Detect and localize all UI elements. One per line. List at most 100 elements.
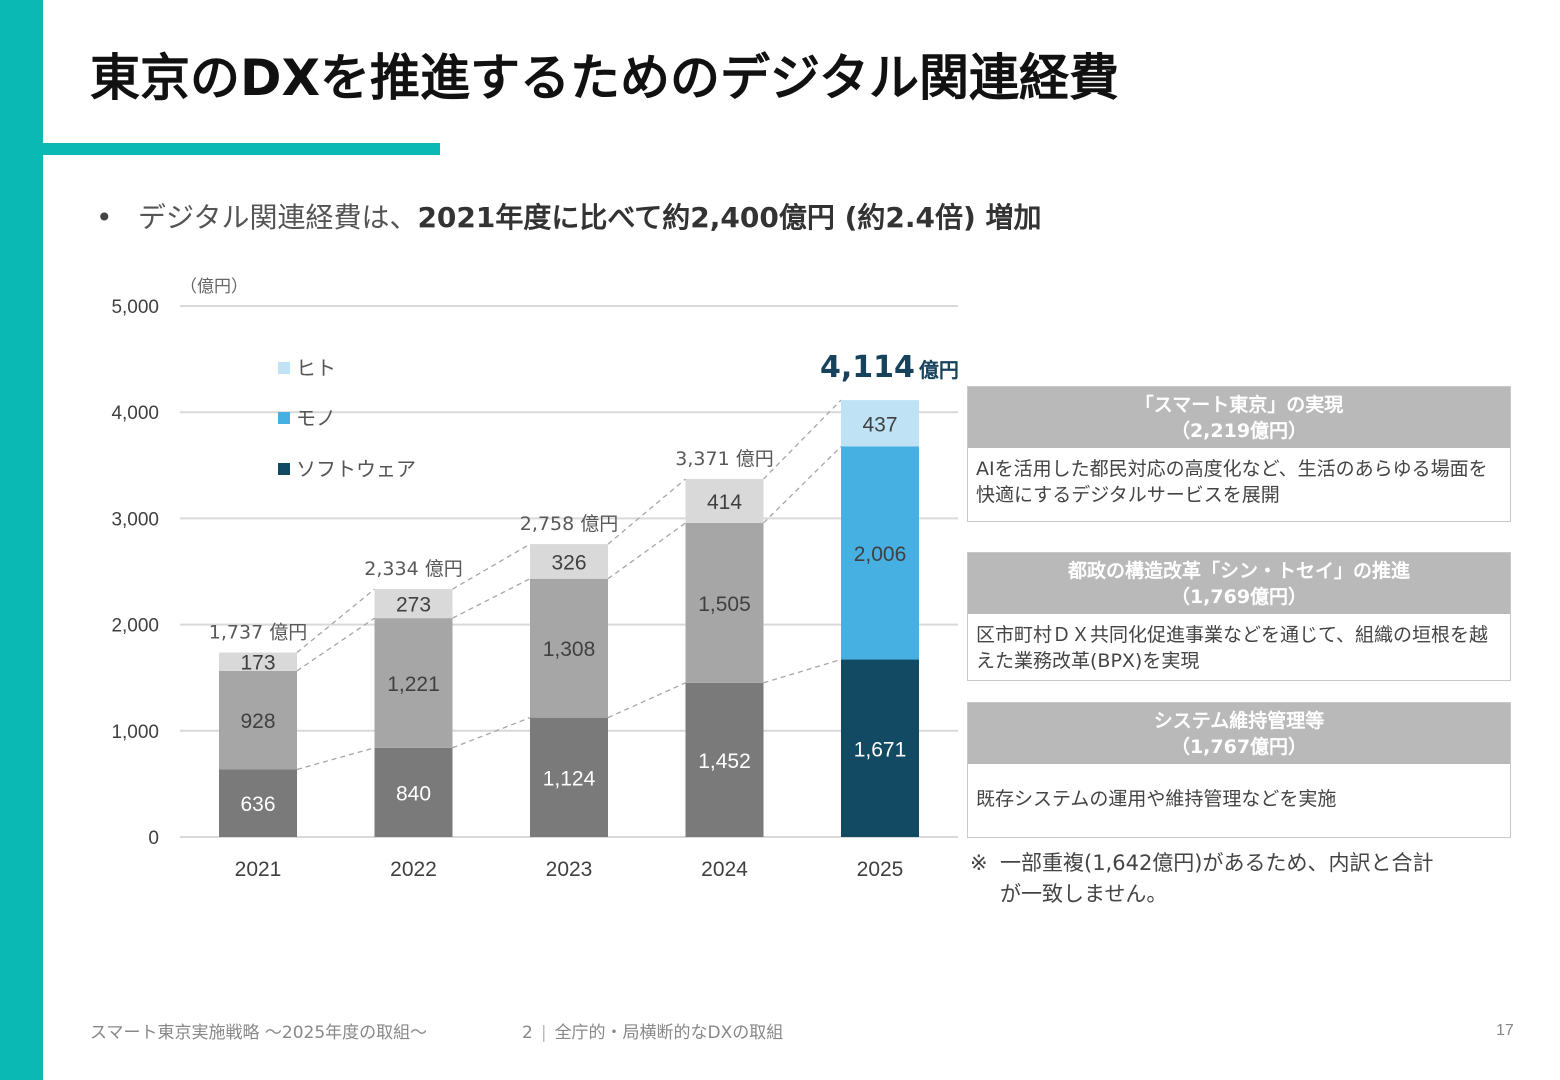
bar-segment-2023-0 [530, 717, 608, 837]
bullet-icon: • [96, 201, 113, 234]
footer-section: 2 | 全庁的・局横断的なDXの取組 [522, 1018, 783, 1043]
total-label: 2,758 億円 [520, 513, 618, 535]
data-label: 173 [240, 652, 275, 675]
legend-label-mono: モノ [296, 406, 336, 430]
data-label: 1,671 [854, 738, 907, 761]
legend-item-mono: モノ [278, 402, 336, 431]
data-label: 1,505 [698, 593, 751, 616]
connector-line [452, 717, 531, 749]
info-box-system-maintenance: システム維持管理等 （1,767億円） 既存システムの運用や維持管理などを実施 [967, 702, 1511, 838]
bar-segment-2021-2 [219, 652, 297, 671]
summary-text-plain: デジタル関連経費は、 [138, 201, 418, 234]
connector-line [763, 446, 842, 524]
x-tick-label: 2021 [235, 858, 282, 881]
bar-segment-2022-1 [374, 618, 453, 748]
connector-line [763, 399, 842, 480]
data-label: 437 [862, 413, 897, 436]
legend-label-hito: ヒト [296, 356, 336, 380]
bar-segment-2025-1 [841, 446, 919, 660]
info-box-header: システム維持管理等 （1,767億円） [968, 703, 1510, 764]
data-label: 1,308 [543, 638, 596, 661]
y-tick-label: 2,000 [111, 616, 159, 637]
left-accent-bar [0, 0, 43, 1080]
legend-swatch-software [278, 462, 290, 475]
bar-segment-2025-2 [841, 400, 919, 447]
total-2025-label: 4,114 億円 [820, 350, 959, 385]
x-tick-label: 2022 [390, 858, 437, 881]
info-box-shin-tosei: 都政の構造改革「シン・トセイ」の推進 （1,769億円） 区市町村ＤＸ共同化促進… [967, 552, 1511, 681]
connector-line [296, 747, 375, 771]
title-underline [43, 143, 440, 155]
note-mark: ※ [970, 851, 988, 875]
data-label: 840 [396, 782, 431, 805]
bar-segment-2022-0 [374, 747, 453, 837]
note-line-2: が一致しません。 [1000, 882, 1168, 906]
total-2025-unit: 億円 [918, 358, 959, 382]
info-box-body: 既存システムの運用や維持管理などを実施 [976, 788, 1337, 810]
legend-swatch-hito [278, 361, 290, 374]
connector-line [452, 578, 531, 619]
bar-segment-2024-0 [685, 682, 764, 837]
connector-lines [296, 399, 842, 771]
summary-text-bold: 2021年度に比べて約2,400億円 (約2.4倍) 増加 [417, 201, 1042, 234]
connector-line [296, 617, 375, 672]
info-box-body: AIを活用した都民対応の高度化など、生活のあらゆる場面を快適にするデジタルサービ… [976, 458, 1488, 506]
connector-line [296, 588, 375, 654]
footer-document-title: スマート東京実施戦略 ～2025年度の取組～ [90, 1023, 428, 1043]
legend-item-hito: ヒト [278, 352, 336, 381]
total-2025-number: 4,114 [820, 350, 915, 385]
info-box-header: 都政の構造改革「シン・トセイ」の推進 （1,769億円） [968, 553, 1510, 614]
y-tick-label: 3,000 [111, 509, 159, 530]
info-box-body: 区市町村ＤＸ共同化促進事業などを通じて、組織の垣根を越えた業務改革(BPX)を実… [976, 624, 1489, 672]
footer-section-number: 2 [522, 1023, 533, 1043]
labels: 0 1,000 2,000 3,000 4,000 5,000 636 928 173 2021 1… [111, 297, 906, 881]
overlap-note: ※ 一部重複(1,642億円)があるため、内訳と合計 が一致しません。 [970, 848, 1510, 910]
info-box-title: 都政の構造改革「シン・トセイ」の推進 [1067, 560, 1410, 582]
total-label: 2,334 億円 [364, 558, 462, 580]
data-label: 273 [396, 594, 431, 617]
data-label: 326 [551, 551, 586, 574]
data-label: 414 [707, 491, 742, 514]
y-axis-unit-label: （億円） [180, 277, 248, 297]
connector-line [607, 682, 686, 719]
legend-swatch-mono [278, 411, 290, 424]
footer-separator: | [540, 1023, 547, 1043]
x-tick-label: 2024 [701, 858, 748, 881]
page-number: 17 [1496, 1022, 1514, 1039]
connector-line [607, 522, 686, 580]
connector-line [763, 658, 842, 684]
y-tick-label: 5,000 [111, 297, 159, 318]
summary-bullet: • デジタル関連経費は、2021年度に比べて約2,400億円 (約2.4倍) 増加 [96, 196, 1042, 236]
data-label: 928 [240, 710, 275, 733]
page-title: 東京のDXを推進するためのデジタル関連経費 [90, 49, 1120, 107]
connector-line [607, 478, 686, 545]
total-label: 3,371 億円 [675, 448, 773, 470]
y-tick-label: 1,000 [111, 722, 159, 743]
info-box-smart-tokyo: 「スマート東京」の実現 （2,219億円） AIを活用した都民対応の高度化など、… [967, 386, 1511, 522]
bar-segment-2022-2 [374, 589, 453, 619]
data-label: 636 [240, 793, 275, 816]
footer-section-title: 全庁的・局横断的なDXの取組 [554, 1023, 784, 1043]
info-box-header: 「スマート東京」の実現 （2,219億円） [968, 387, 1510, 448]
connector-line [452, 543, 531, 590]
x-tick-label: 2023 [546, 858, 593, 881]
y-tick-label: 4,000 [111, 403, 159, 424]
bar-segment-2024-1 [685, 522, 764, 683]
legend-item-software: ソフトウェア [278, 453, 416, 482]
info-box-amount: （2,219億円） [1170, 420, 1308, 442]
bar-segment-2021-1 [219, 670, 297, 770]
bar-segment-2025-0 [841, 659, 919, 837]
total-label: 1,737 億円 [209, 622, 307, 644]
bar-segment-2023-2 [530, 544, 608, 579]
x-tick-label: 2025 [857, 858, 904, 881]
info-box-amount: （1,767億円） [1170, 736, 1308, 758]
note-line-1: 一部重複(1,642億円)があるため、内訳と合計 [1000, 851, 1434, 875]
info-box-title: システム維持管理等 [1153, 710, 1325, 732]
legend-label-software: ソフトウェア [296, 457, 416, 481]
bars [219, 400, 919, 837]
info-box-amount: （1,769億円） [1170, 586, 1308, 608]
bar-segment-2024-2 [685, 478, 764, 523]
bar-segment-2023-1 [530, 578, 608, 718]
y-tick-label: 0 [148, 828, 159, 849]
